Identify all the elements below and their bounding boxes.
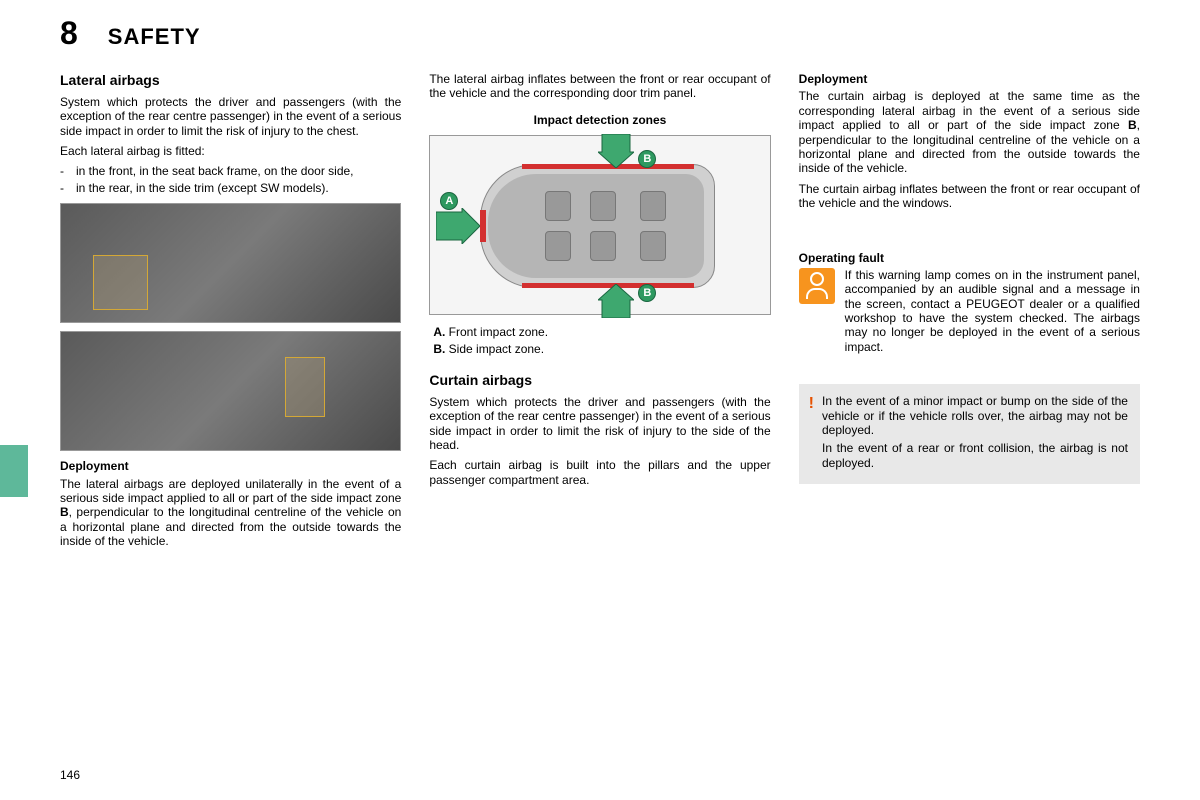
text: The lateral airbags are deployed unilate… bbox=[60, 477, 401, 505]
content-columns: Lateral airbags System which protects th… bbox=[60, 72, 1140, 554]
text: , perpendicular to the longitudinal cent… bbox=[60, 505, 401, 548]
page-number: 146 bbox=[60, 768, 80, 782]
exclamation-icon: ! bbox=[809, 394, 814, 474]
column-1: Lateral airbags System which protects th… bbox=[60, 72, 401, 554]
paragraph: The curtain airbag is deployed at the sa… bbox=[799, 89, 1140, 175]
paragraph: The lateral airbag inflates between the … bbox=[429, 72, 770, 101]
info-content: In the event of a minor impact or bump o… bbox=[822, 394, 1128, 474]
section-tab bbox=[0, 445, 28, 497]
column-3: Deployment The curtain airbag is deploye… bbox=[799, 72, 1140, 554]
zone-label-b-bottom: B bbox=[638, 284, 656, 302]
bullet-dash: - bbox=[60, 164, 64, 178]
paragraph: The lateral airbags are deployed unilate… bbox=[60, 477, 401, 549]
list-text: in the front, in the seat back frame, on… bbox=[76, 164, 354, 178]
front-impact-arrow bbox=[436, 208, 480, 244]
diagram-title: Impact detection zones bbox=[429, 113, 770, 127]
side-impact-arrow-top bbox=[598, 134, 634, 168]
legend-label: B. bbox=[433, 342, 445, 356]
heading-operating-fault: Operating fault bbox=[799, 251, 1140, 265]
chapter-number: 8 bbox=[60, 15, 78, 52]
fit-list: - in the front, in the seat back frame, … bbox=[60, 164, 401, 195]
legend-label: A. bbox=[433, 325, 445, 339]
warning-row: If this warning lamp comes on in the ins… bbox=[799, 268, 1140, 354]
paragraph: Each curtain airbag is built into the pi… bbox=[429, 458, 770, 487]
heading-lateral-airbags: Lateral airbags bbox=[60, 72, 401, 89]
photo-rear-trim-airbag bbox=[60, 331, 401, 451]
legend-text: Front impact zone. bbox=[449, 325, 548, 339]
side-impact-arrow-bottom bbox=[598, 284, 634, 318]
paragraph: The curtain airbag inflates between the … bbox=[799, 182, 1140, 211]
paragraph: System which protects the driver and pas… bbox=[60, 95, 401, 138]
chapter-title: SAFETY bbox=[108, 24, 201, 50]
photo-front-seat-airbag bbox=[60, 203, 401, 323]
text: The curtain airbag is deployed at the sa… bbox=[799, 89, 1140, 132]
list-text: in the rear, in the side trim (except SW… bbox=[76, 181, 329, 195]
manual-page: 8 SAFETY Lateral airbags System which pr… bbox=[0, 0, 1200, 800]
info-notice-box: ! In the event of a minor impact or bump… bbox=[799, 384, 1140, 484]
list-item: - in the rear, in the side trim (except … bbox=[60, 181, 401, 195]
warning-text: If this warning lamp comes on in the ins… bbox=[845, 268, 1140, 354]
paragraph: System which protects the driver and pas… bbox=[429, 395, 770, 453]
heading-deployment: Deployment bbox=[60, 459, 401, 473]
list-item: - in the front, in the seat back frame, … bbox=[60, 164, 401, 178]
heading-deployment-curtain: Deployment bbox=[799, 72, 1140, 86]
paragraph: Each lateral airbag is fitted: bbox=[60, 144, 401, 158]
zone-ref: B bbox=[60, 505, 69, 519]
airbag-warning-icon bbox=[799, 268, 835, 304]
bullet-dash: - bbox=[60, 181, 64, 195]
page-header: 8 SAFETY bbox=[60, 15, 1140, 52]
legend-text: Side impact zone. bbox=[449, 342, 544, 356]
column-2: The lateral airbag inflates between the … bbox=[429, 72, 770, 554]
impact-zones-diagram: A B B bbox=[429, 135, 770, 315]
info-paragraph: In the event of a rear or front collisio… bbox=[822, 441, 1128, 470]
legend-b: B. Side impact zone. bbox=[429, 342, 770, 356]
heading-curtain-airbags: Curtain airbags bbox=[429, 372, 770, 389]
zone-ref: B bbox=[1128, 118, 1137, 132]
info-paragraph: In the event of a minor impact or bump o… bbox=[822, 394, 1128, 437]
legend-a: A. Front impact zone. bbox=[429, 325, 770, 339]
